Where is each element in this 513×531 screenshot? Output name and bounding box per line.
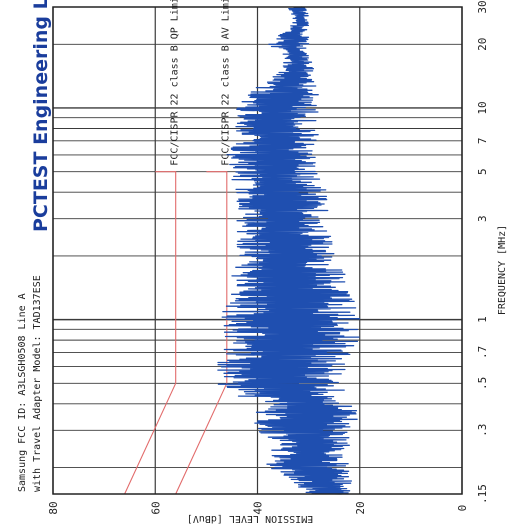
frequency-tick-label: .15 [476,484,489,504]
emission-trace [217,6,361,495]
limit-lines [124,171,228,495]
frequency-tick-label: .7 [476,346,489,359]
level-tick-label: 60 [149,501,162,514]
level-tick-label: 40 [252,501,265,514]
level-tick-label: 0 [456,505,469,512]
emission-series-line [217,6,361,495]
frequency-tick-label: 10 [476,101,489,114]
frequency-tick-label: 1 [476,316,489,323]
caption-line: Samsung FCC ID: A3LSGH0508 Line A [17,293,28,492]
lab-name: PCTEST Engineering Lab. [30,0,52,232]
frequency-tick-label: 5 [476,168,489,175]
chart-text: FCC/CISPR 22 class B QP Limits FCC/CISPR … [17,0,508,524]
frequency-tick-labels: .15 .3 .5 .7 1 3 5 7 10 20 30 [476,0,489,504]
level-axis-label: EMISSION LEVEL [dBuV] [187,513,313,524]
limit-line-av [175,171,228,495]
frequency-axis-label: FREQUENCY [MHz] [497,225,508,315]
frequency-tick-label: 3 [476,215,489,222]
level-tick-labels: 0 20 40 60 80 [47,501,469,514]
frequency-tick-label: 20 [476,38,489,51]
limit-label-qp: FCC/CISPR 22 class B QP Limits [169,0,180,166]
plot-frame [52,6,463,495]
frequency-tick-label: 30 [476,0,489,13]
limit-line-qp [124,171,177,495]
caption-line: with Travel Adapter Model: TAD137ESE [32,275,43,492]
frequency-tick-label: 7 [476,137,489,144]
limit-label-av: FCC/CISPR 22 class B AV Limits [220,0,231,166]
frequency-tick-label: .5 [476,377,489,390]
frequency-tick-label: .3 [476,424,489,437]
level-tick-label: 80 [47,501,60,514]
level-tick-label: 20 [354,501,367,514]
